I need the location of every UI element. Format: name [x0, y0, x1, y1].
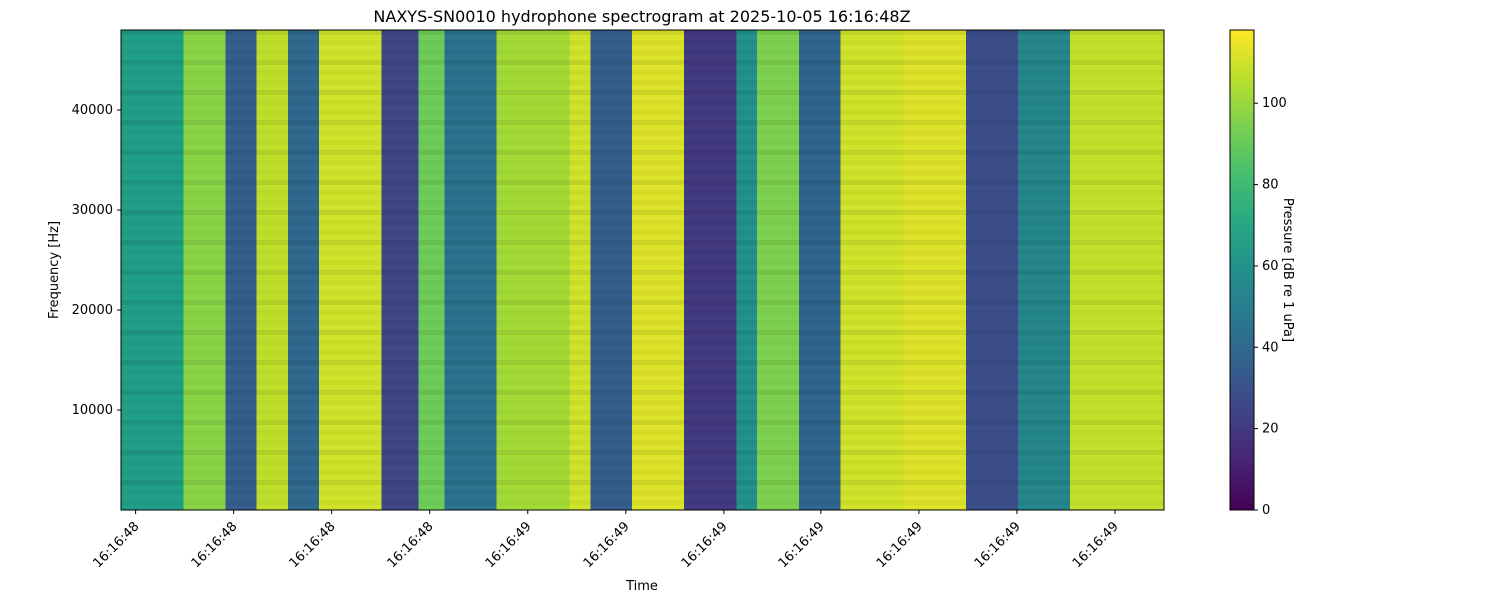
x-tick-label: 16:16:49 [972, 519, 1024, 571]
frequency-stripe [121, 440, 1164, 445]
frequency-stripe [121, 160, 1164, 165]
frequency-stripe [121, 270, 1164, 275]
frequency-stripe [121, 230, 1164, 235]
frequency-stripe [121, 320, 1164, 325]
frequency-stripe [121, 470, 1164, 475]
x-tick-label: 16:16:48 [287, 519, 339, 571]
frequency-stripe [121, 150, 1164, 155]
frequency-stripe [121, 290, 1164, 295]
colorbar-label: Pressure [dB re 1 uPa] [1280, 198, 1295, 342]
colorbar-tick-label: 100 [1262, 96, 1287, 111]
frequency-stripe [121, 310, 1164, 315]
x-tick-label: 16:16:49 [581, 519, 633, 571]
frequency-stripe [121, 50, 1164, 55]
frequency-stripe [121, 410, 1164, 415]
chart-title: NAXYS-SN0010 hydrophone spectrogram at 2… [373, 7, 910, 26]
frequency-stripe [121, 40, 1164, 45]
frequency-stripe [121, 420, 1164, 425]
frequency-stripe [121, 380, 1164, 385]
frequency-stripe [121, 220, 1164, 225]
x-axis: 16:16:48 16:16:48 16:16:48 16:16:48 16:16:49… [91, 510, 1122, 571]
frequency-stripe [121, 360, 1164, 365]
frequency-stripe [121, 210, 1164, 215]
frequency-stripe [121, 70, 1164, 75]
frequency-stripe [121, 260, 1164, 265]
frequency-stripe [121, 430, 1164, 435]
colorbar-tick-label: 60 [1262, 259, 1279, 274]
x-tick-label: 16:16:49 [483, 519, 535, 571]
frequency-stripe [121, 240, 1164, 245]
x-tick-label: 16:16:48 [385, 519, 437, 571]
frequency-stripe [121, 100, 1164, 105]
frequency-stripe [121, 490, 1164, 495]
colorbar-ticks: 0 20 40 60 80 100 [1254, 96, 1287, 518]
frequency-stripe [121, 400, 1164, 405]
x-tick-label: 16:16:48 [189, 519, 241, 571]
y-axis: 10000 20000 30000 40000 [72, 103, 121, 418]
frequency-stripe [121, 80, 1164, 85]
frequency-stripe [121, 480, 1164, 485]
frequency-stripe [121, 280, 1164, 285]
frequency-stripe [121, 130, 1164, 135]
frequency-stripe [121, 180, 1164, 185]
x-tick-label: 16:16:48 [91, 519, 143, 571]
frequency-stripe [121, 370, 1164, 375]
colorbar-gradient [1229, 29, 1255, 511]
frequency-stripe [121, 460, 1164, 465]
frequency-stripe [121, 250, 1164, 255]
frequency-stripe [121, 200, 1164, 205]
x-tick-label: 16:16:49 [874, 519, 926, 571]
y-tick-label: 40000 [72, 103, 113, 118]
y-tick-label: 20000 [72, 303, 113, 318]
x-tick-label: 16:16:49 [679, 519, 731, 571]
frequency-stripe [121, 350, 1164, 355]
y-tick-label: 30000 [72, 203, 113, 218]
frequency-stripe [121, 190, 1164, 195]
colorbar-tick-label: 80 [1262, 178, 1279, 193]
colorbar-tick-label: 20 [1262, 422, 1279, 437]
plot-area [120, 29, 1165, 511]
frequency-stripe [121, 30, 1164, 35]
spectrogram-heatmap [121, 30, 1164, 510]
y-tick-label: 10000 [72, 403, 113, 418]
x-axis-label: Time [625, 579, 658, 594]
plot-frame [120, 29, 1165, 511]
frequency-stripe [121, 300, 1164, 305]
colorbar-tick-label: 0 [1262, 503, 1270, 518]
frequency-stripe [121, 120, 1164, 125]
frequency-stripe [121, 500, 1164, 505]
colorbar-tick-label: 40 [1262, 340, 1279, 355]
frequency-stripe [121, 110, 1164, 115]
frequency-stripe [121, 340, 1164, 345]
frequency-stripe [121, 170, 1164, 175]
frequency-stripe [121, 140, 1164, 145]
x-tick-label: 16:16:49 [776, 519, 828, 571]
frequency-stripe [121, 330, 1164, 335]
y-axis-label: Frequency [Hz] [47, 221, 62, 319]
x-tick-label: 16:16:49 [1070, 519, 1122, 571]
frequency-stripe [121, 60, 1164, 65]
frequency-stripes [121, 30, 1164, 505]
colorbar: 0 20 40 60 80 100 Pressure [dB re 1 uPa] [1229, 29, 1295, 518]
frequency-stripe [121, 450, 1164, 455]
frequency-stripe [121, 90, 1164, 95]
frequency-stripe [121, 390, 1164, 395]
